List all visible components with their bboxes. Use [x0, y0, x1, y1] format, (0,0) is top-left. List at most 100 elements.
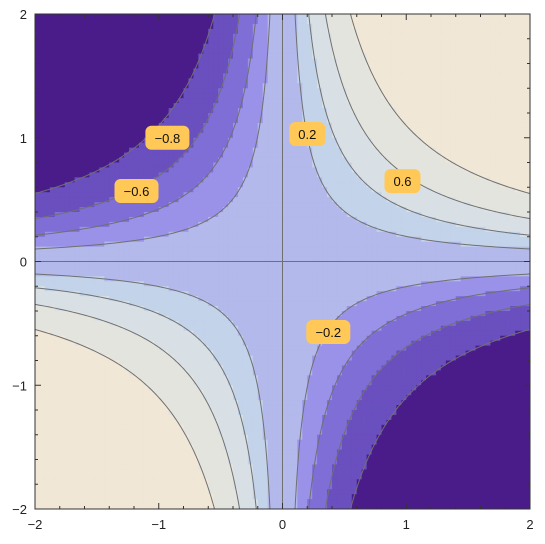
contour-band-cell: [89, 14, 95, 20]
contour-band-cell: [307, 202, 313, 208]
contour-band-cell: [322, 226, 328, 233]
contour-band-cell: [39, 152, 46, 159]
contour-band-cell: [322, 231, 328, 238]
contour-band-cell: [435, 88, 442, 94]
contour-band-cell: [114, 78, 120, 84]
contour-band-cell: [312, 157, 318, 164]
contour-band-cell: [386, 18, 392, 25]
contour-band-cell: [495, 236, 501, 243]
contour-band-cell: [213, 113, 219, 119]
contour-band-cell: [242, 147, 249, 154]
contour-band-cell: [515, 23, 521, 30]
contour-band-cell: [35, 212, 41, 218]
contour-band-cell: [237, 98, 244, 104]
contour-band-cell: [153, 256, 160, 263]
contour-band-cell: [134, 88, 140, 94]
contour-band-cell: [198, 177, 204, 183]
contour-band-cell: [237, 177, 244, 183]
contour-band-cell: [525, 18, 530, 25]
contour-band-cell: [297, 197, 303, 203]
contour-band-cell: [440, 33, 447, 40]
contour-band-cell: [312, 53, 318, 60]
contour-band-cell: [455, 18, 462, 25]
contour-band-cell: [252, 122, 259, 129]
contour-band-cell: [490, 167, 496, 173]
contour-band-cell: [287, 103, 293, 109]
contour-band-cell: [440, 177, 447, 183]
contour-band-cell: [341, 172, 348, 178]
contour-band-cell: [228, 73, 234, 79]
contour-band-cell: [143, 236, 150, 243]
contour-band-cell: [510, 132, 516, 139]
contour-band-cell: [99, 83, 105, 89]
contour-band-cell: [168, 202, 175, 208]
contour-band-cell: [74, 18, 81, 25]
contour-band-cell: [426, 68, 432, 74]
contour-band-cell: [138, 132, 145, 139]
contour-band-cell: [124, 43, 130, 50]
contour-band-cell: [480, 78, 487, 84]
contour-band-cell: [252, 177, 259, 183]
contour-band-cell: [183, 221, 190, 228]
contour-band-cell: [35, 167, 41, 173]
contour-band-cell: [525, 73, 530, 79]
contour-band-cell: [223, 127, 229, 134]
contour-band-cell: [396, 113, 402, 119]
contour-band-cell: [317, 18, 323, 25]
contour-band-cell: [406, 83, 412, 89]
contour-band-cell: [148, 14, 155, 20]
contour-band-cell: [287, 18, 293, 25]
contour-band-cell: [287, 28, 293, 35]
contour-band-cell: [173, 14, 180, 20]
contour-band-cell: [450, 202, 457, 208]
contour-band-cell: [455, 28, 462, 35]
contour-band-cell: [242, 152, 249, 159]
contour-band-cell: [138, 28, 145, 35]
contour-band-cell: [233, 93, 239, 99]
contour-band-cell: [421, 63, 427, 70]
contour-band-cell: [485, 117, 491, 124]
contour-band-cell: [114, 14, 120, 20]
contour-band-cell: [39, 48, 46, 55]
contour-band-cell: [188, 53, 194, 60]
contour-band-cell: [79, 187, 86, 193]
contour-band-cell: [208, 182, 214, 188]
contour-band-cell: [341, 251, 348, 258]
contour-band-cell: [376, 142, 383, 149]
contour-band-cell: [510, 216, 516, 223]
contour-band-cell: [431, 241, 437, 248]
contour-band-cell: [292, 58, 298, 65]
contour-band-cell: [158, 187, 165, 193]
contour-band-cell: [203, 147, 209, 154]
contour-band-cell: [371, 221, 378, 228]
contour-band-cell: [361, 38, 368, 45]
contour-band-cell: [138, 33, 145, 40]
contour-band-cell: [406, 127, 412, 134]
contour-band-cell: [386, 256, 392, 263]
contour-band-cell: [416, 53, 422, 60]
contour-band-cell: [99, 207, 105, 213]
contour-band-cell: [515, 256, 521, 263]
contour-band-cell: [505, 147, 511, 154]
contour-band-cell: [178, 231, 185, 238]
contour-band-cell: [49, 167, 56, 173]
contour-band-cell: [445, 73, 452, 79]
contour-band-cell: [44, 68, 51, 74]
contour-band-cell: [114, 28, 120, 35]
contour-band-cell: [153, 122, 160, 129]
contour-band-cell: [376, 157, 383, 164]
contour-band-cell: [455, 108, 462, 114]
contour-band-cell: [445, 187, 452, 193]
contour-band-cell: [366, 216, 373, 223]
contour-band-cell: [336, 137, 343, 144]
contour-band-cell: [218, 113, 224, 119]
contour-band-cell: [213, 231, 219, 238]
contour-band-cell: [59, 212, 66, 218]
contour-band-cell: [143, 152, 150, 159]
contour-band-cell: [242, 73, 249, 79]
contour-band-cell: [361, 68, 368, 74]
contour-band-cell: [89, 48, 95, 55]
contour-band-cell: [163, 202, 170, 208]
contour-band-cell: [510, 241, 516, 248]
contour-band-cell: [84, 53, 91, 60]
